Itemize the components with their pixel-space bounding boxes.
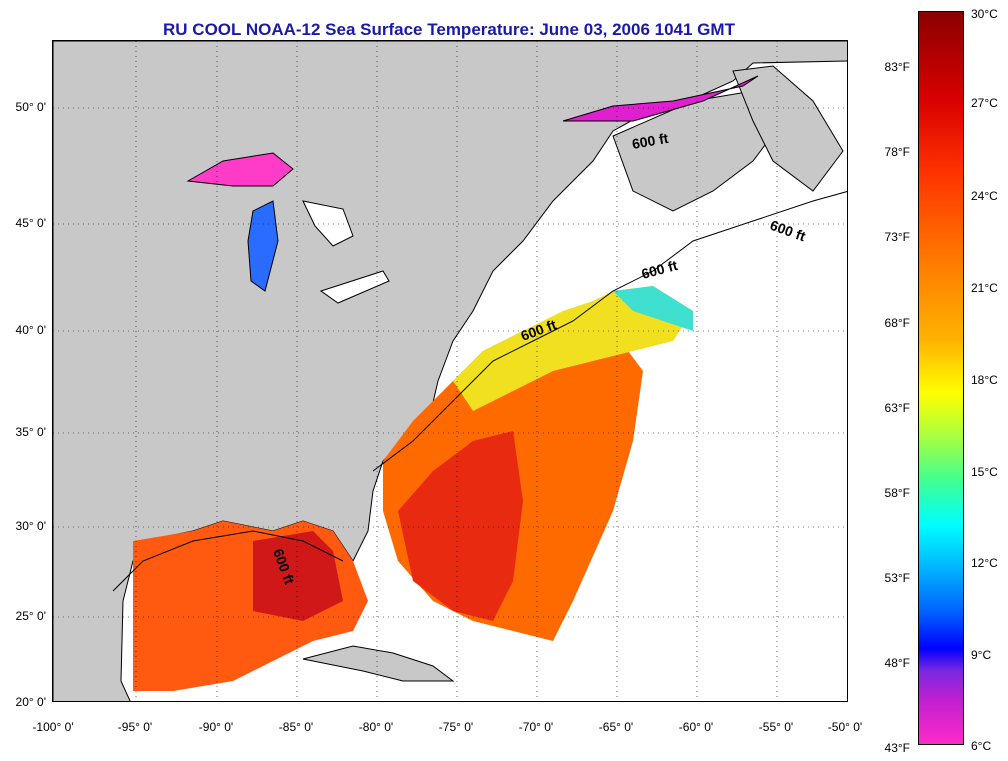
colorbar-celsius-label: 18°C bbox=[971, 373, 998, 387]
colorbar-fahrenheit-label: 78°F bbox=[884, 145, 910, 159]
lat-label: 30° 0' bbox=[15, 519, 46, 533]
colorbar-fahrenheit-label: 53°F bbox=[884, 571, 910, 585]
sst-gulf-hot bbox=[253, 531, 343, 621]
isobath-label: 600 ft bbox=[640, 257, 680, 282]
isobath-label: 600 ft bbox=[768, 217, 808, 245]
colorbar-fahrenheit-label: 58°F bbox=[884, 486, 910, 500]
lon-label: -60° 0' bbox=[678, 720, 714, 734]
lake-erie bbox=[319, 270, 390, 304]
colorbar-celsius-label: 24°C bbox=[971, 189, 998, 203]
colorbar-celsius-label: 6°C bbox=[971, 739, 992, 753]
lon-label: -50° 0' bbox=[827, 720, 863, 734]
lake-michigan bbox=[247, 200, 279, 292]
lon-label: -75° 0' bbox=[438, 720, 474, 734]
isobath-label: 600 ft bbox=[631, 130, 670, 152]
lon-label: -100° 0' bbox=[32, 720, 74, 734]
lat-label: 35° 0' bbox=[15, 425, 46, 439]
lat-label: 45° 0' bbox=[15, 216, 46, 230]
colorbar-fahrenheit-label: 73°F bbox=[884, 230, 910, 244]
sst-map[interactable]: 600 ft 600 ft 600 ft 600 ft 600 ft bbox=[52, 40, 848, 702]
colorbar-fahrenheit-label: 43°F bbox=[884, 741, 910, 755]
temperature-colorbar bbox=[918, 11, 964, 745]
isobath-600ft-line bbox=[112, 191, 847, 592]
nova-scotia-land bbox=[612, 90, 784, 212]
lon-label: -90° 0' bbox=[198, 720, 234, 734]
colorbar-celsius-label: 30°C bbox=[971, 7, 998, 21]
colorbar-fahrenheit-label: 68°F bbox=[884, 316, 910, 330]
lat-label: 25° 0' bbox=[15, 609, 46, 623]
lon-label: -55° 0' bbox=[758, 720, 794, 734]
colorbar-celsius-label: 27°C bbox=[971, 96, 998, 110]
colorbar-fahrenheit-label: 63°F bbox=[884, 401, 910, 415]
colorbar-celsius-label: 21°C bbox=[971, 281, 998, 295]
lake-superior bbox=[186, 152, 294, 187]
lon-label: -95° 0' bbox=[117, 720, 153, 734]
colorbar-fahrenheit-label: 83°F bbox=[884, 60, 910, 74]
lon-label: -85° 0' bbox=[278, 720, 314, 734]
colorbar-celsius-label: 9°C bbox=[971, 648, 992, 662]
lat-label: 40° 0' bbox=[15, 323, 46, 337]
lat-label: 20° 0' bbox=[15, 695, 46, 709]
lake-huron bbox=[302, 200, 354, 247]
lon-label: -80° 0' bbox=[358, 720, 394, 734]
sst-north-cold bbox=[613, 286, 693, 331]
colorbar-celsius-label: 12°C bbox=[971, 556, 998, 570]
cuba-land bbox=[302, 645, 455, 682]
lat-label: 50° 0' bbox=[15, 100, 46, 114]
lon-label: -70° 0' bbox=[518, 720, 554, 734]
lon-label: -65° 0' bbox=[598, 720, 634, 734]
newfoundland-land bbox=[732, 65, 844, 192]
colorbar-fahrenheit-label: 48°F bbox=[884, 656, 910, 670]
map-title: RU COOL NOAA-12 Sea Surface Temperature:… bbox=[163, 20, 735, 39]
graticule bbox=[53, 41, 847, 701]
map-canvas: 600 ft 600 ft 600 ft 600 ft 600 ft bbox=[53, 41, 847, 701]
colorbar-celsius-label: 15°C bbox=[971, 465, 998, 479]
sst-core-hot bbox=[398, 431, 523, 621]
st-lawrence bbox=[562, 75, 759, 122]
sst-shelf-cool bbox=[453, 286, 693, 411]
